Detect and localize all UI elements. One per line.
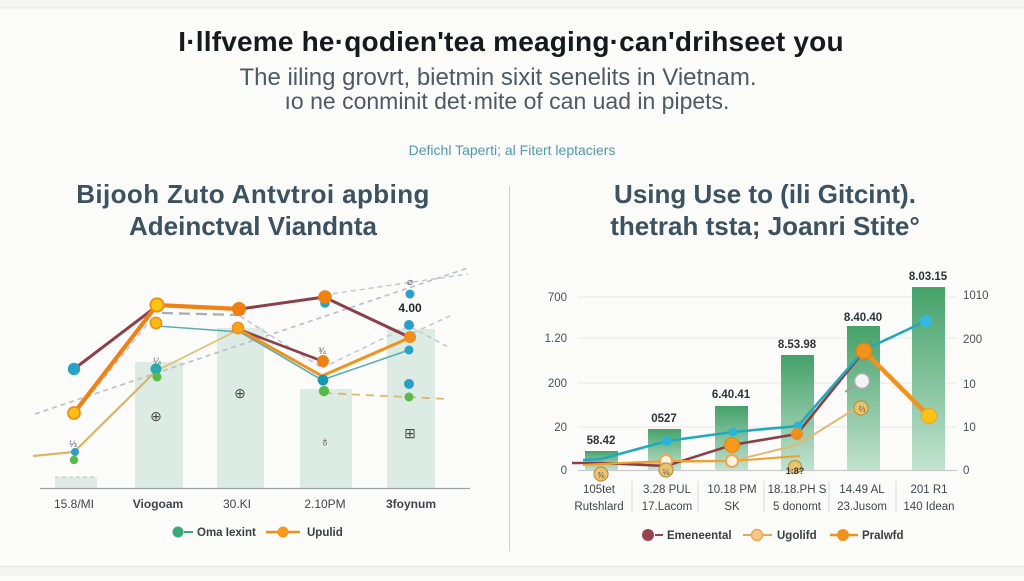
svg-text:17.Lacom: 17.Lacom <box>642 501 693 513</box>
svg-text:Upulid: Upulid <box>307 527 343 539</box>
svg-text:Pralwfd: Pralwfd <box>862 530 904 542</box>
svg-text:15.8/MI: 15.8/MI <box>54 497 94 511</box>
svg-text:ıo ne conminit det·mite of can: ıo ne conminit det·mite of can uad in pi… <box>285 88 730 114</box>
svg-text:Emeneental: Emeneental <box>667 530 732 542</box>
svg-text:3foynum: 3foynum <box>386 497 436 511</box>
svg-text:5 donomt: 5 donomt <box>773 501 822 513</box>
svg-text:⊞: ⊞ <box>404 425 416 441</box>
svg-text:⌀: ⌀ <box>407 277 413 288</box>
svg-text:⊕: ⊕ <box>234 385 246 401</box>
svg-text:Rutshlard: Rutshlard <box>574 501 623 513</box>
svg-text:Bijooh Zuto Antvtroi apbing: Bijooh Zuto Antvtroi apbing <box>76 179 430 209</box>
svg-text:Using Use to (ili Gitcint).: Using Use to (ili Gitcint). <box>614 179 916 209</box>
svg-text:58.42: 58.42 <box>587 435 616 447</box>
svg-text:SK: SK <box>724 501 740 513</box>
svg-text:8.53.98: 8.53.98 <box>778 339 817 351</box>
svg-text:8.40.40: 8.40.40 <box>844 312 882 324</box>
svg-text:⅔: ⅔ <box>859 405 866 414</box>
svg-text:10.18 PM: 10.18 PM <box>707 484 756 496</box>
svg-text:⅓: ⅓ <box>69 439 77 449</box>
svg-text:3.28 PUL: 3.28 PUL <box>643 484 692 496</box>
svg-text:105tet: 105tet <box>583 484 616 496</box>
svg-text:1010: 1010 <box>963 290 989 302</box>
svg-text:♁: ♁ <box>320 433 331 449</box>
svg-text:thetrah tsta; Joanri Stite°: thetrah tsta; Joanri Stite° <box>610 211 919 241</box>
svg-text:30.KI: 30.KI <box>223 497 251 511</box>
svg-text:200: 200 <box>963 334 982 346</box>
svg-text:10: 10 <box>963 422 976 434</box>
svg-text:0527: 0527 <box>651 413 677 425</box>
svg-text:18.18.PH S: 18.18.PH S <box>768 484 827 496</box>
svg-text:⅛: ⅛ <box>663 468 670 477</box>
svg-text:23.Jusom: 23.Jusom <box>837 501 887 513</box>
svg-text:Viogoam: Viogoam <box>133 497 183 511</box>
svg-text:6.40.41: 6.40.41 <box>712 389 751 401</box>
svg-text:200: 200 <box>548 378 567 390</box>
svg-text:Defichl Taperti; al Fitert lep: Defichl Taperti; al Fitert leptaciers <box>409 142 616 158</box>
svg-text:The iiling grovrt, bietmin six: The iiling grovrt, bietmin sixit senelit… <box>239 64 756 91</box>
svg-text:700: 700 <box>548 292 567 304</box>
svg-text:201 R1: 201 R1 <box>910 484 947 496</box>
svg-text:4.00: 4.00 <box>398 301 422 315</box>
svg-text:⅜: ⅜ <box>598 471 605 480</box>
svg-text:1:8?: 1:8? <box>786 466 805 476</box>
svg-text:¾: ¾ <box>318 346 326 356</box>
svg-text:140 Idean: 140 Idean <box>903 501 954 513</box>
svg-text:Ugolifd: Ugolifd <box>777 530 817 542</box>
svg-text:¼: ¼ <box>153 356 161 366</box>
svg-text:8.03.15: 8.03.15 <box>909 271 948 283</box>
svg-text:⊕: ⊕ <box>150 408 162 424</box>
svg-text:2.10PM: 2.10PM <box>304 497 345 511</box>
svg-text:0: 0 <box>963 465 969 477</box>
svg-text:20: 20 <box>554 422 567 434</box>
svg-text:I·llfveme he·qodien'tea meagin: I·llfveme he·qodien'tea meaging·can'drih… <box>178 26 844 57</box>
svg-text:Adeinctval Viandnta: Adeinctval Viandnta <box>129 211 378 241</box>
svg-text:0: 0 <box>561 465 567 477</box>
svg-text:Oma Iexint: Oma Iexint <box>197 527 256 539</box>
svg-text:1.20: 1.20 <box>545 333 567 345</box>
svg-text:14.49 AL: 14.49 AL <box>839 484 885 496</box>
svg-text:10: 10 <box>963 379 976 391</box>
